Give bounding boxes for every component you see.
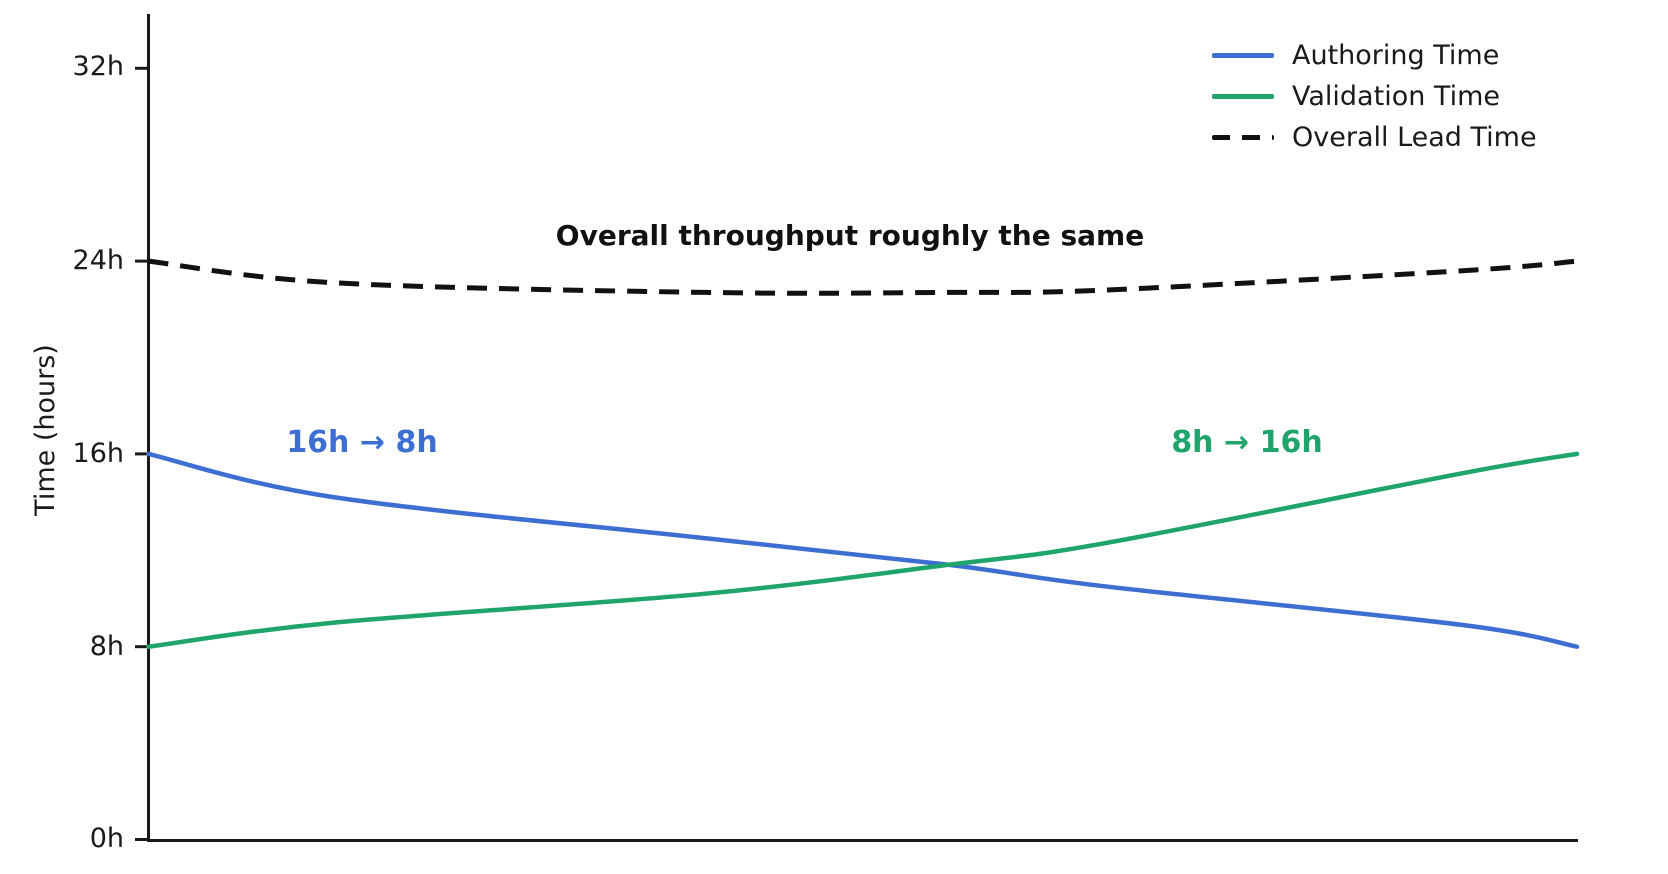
legend-item-validation-time: Validation Time: [1212, 76, 1537, 117]
y-axis-label: Time (hours): [30, 344, 61, 516]
legend-item-authoring-time: Authoring Time: [1212, 35, 1537, 76]
legend-label-validation-time: Validation Time: [1292, 80, 1500, 112]
legend-swatch-overall-lead-time: [1212, 135, 1274, 140]
legend-swatch-authoring-time: [1212, 53, 1274, 58]
series-line-validation-time: [146, 451, 1580, 649]
legend-item-overall-lead-time: Overall Lead Time: [1212, 117, 1537, 158]
series-lines: [146, 258, 1580, 649]
legend: Authoring Time Validation Time Overall L…: [1212, 35, 1537, 158]
y-tick-label-0h: 0h: [89, 823, 124, 854]
y-tick-label-24h: 24h: [72, 245, 124, 276]
y-tick-label-16h: 16h: [72, 438, 124, 469]
series-line-authoring-time: [146, 451, 1580, 649]
annotation-overall-throughput: Overall throughput roughly the same: [555, 219, 1145, 252]
series-line-overall-lead-time: [148, 258, 1578, 296]
axes: [135, 14, 1578, 842]
legend-label-overall-lead-time: Overall Lead Time: [1292, 121, 1537, 153]
legend-swatch-validation-time: [1212, 94, 1274, 99]
annotation-authoring-16h-to-8h: 16h → 8h: [286, 425, 438, 460]
y-tick-label-32h: 32h: [72, 51, 124, 82]
y-tick-label-8h: 8h: [89, 631, 124, 662]
annotation-validation-8h-to-16h: 8h → 16h: [1171, 425, 1323, 460]
legend-label-authoring-time: Authoring Time: [1292, 39, 1500, 71]
